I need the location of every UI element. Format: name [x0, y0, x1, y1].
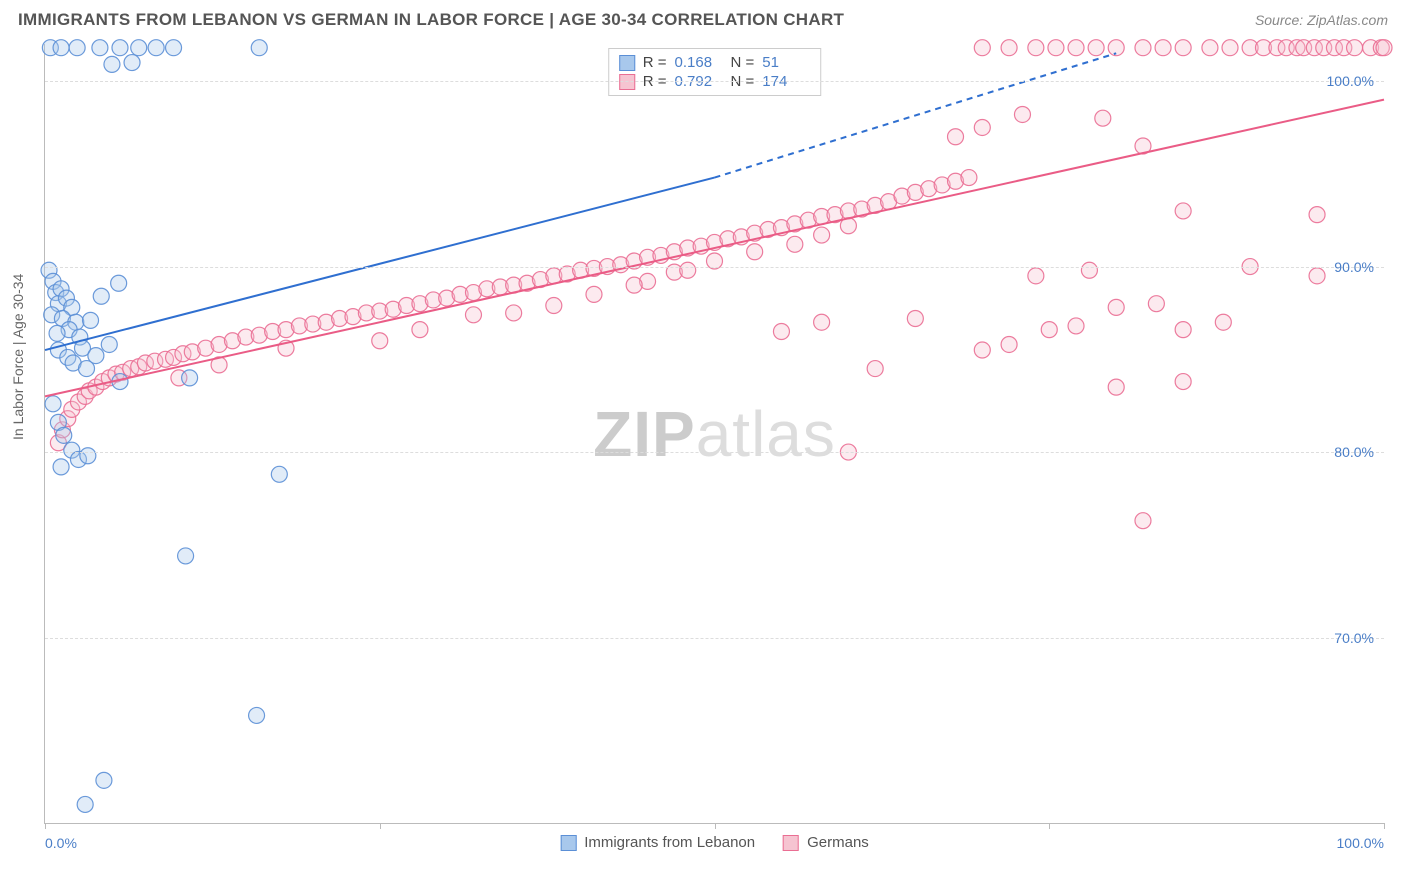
legend-item-lebanon: Immigrants from Lebanon: [560, 834, 755, 851]
x-tick: [380, 823, 381, 829]
y-axis-label: In Labor Force | Age 30-34: [10, 274, 26, 440]
y-tick-label: 80.0%: [1334, 444, 1374, 460]
x-tick: [45, 823, 46, 829]
y-tick-label: 100.0%: [1327, 73, 1374, 89]
plot-area: ZIPatlas R = 0.168 N = 51 R = 0.792 N = …: [44, 44, 1384, 824]
lebanon-n-value: 51: [762, 54, 810, 71]
gridline-h: [45, 267, 1384, 268]
swatch-lebanon: [619, 55, 635, 71]
y-tick-label: 70.0%: [1334, 630, 1374, 646]
x-tick: [1049, 823, 1050, 829]
y-tick-label: 90.0%: [1334, 259, 1374, 275]
plot-svg: [45, 44, 1384, 823]
x-tick-label: 0.0%: [45, 835, 77, 851]
n-label: N =: [731, 54, 755, 71]
swatch-german: [783, 835, 799, 851]
source-name: ZipAtlas.com: [1307, 12, 1388, 28]
legend-label-lebanon: Immigrants from Lebanon: [584, 834, 755, 851]
swatch-lebanon: [560, 835, 576, 851]
x-tick: [1384, 823, 1385, 829]
chart-header: IMMIGRANTS FROM LEBANON VS GERMAN IN LAB…: [0, 0, 1406, 36]
r-label: R =: [643, 54, 667, 71]
gridline-h: [45, 81, 1384, 82]
gridline-h: [45, 638, 1384, 639]
x-tick: [715, 823, 716, 829]
stats-row-lebanon: R = 0.168 N = 51: [619, 53, 811, 72]
source-attribution: Source: ZipAtlas.com: [1255, 12, 1388, 28]
gridline-h: [45, 452, 1384, 453]
chart-title: IMMIGRANTS FROM LEBANON VS GERMAN IN LAB…: [18, 10, 844, 30]
legend-label-german: Germans: [807, 834, 869, 851]
source-prefix: Source:: [1255, 12, 1307, 28]
x-tick-label: 100.0%: [1337, 835, 1384, 851]
lebanon-r-value: 0.168: [675, 54, 723, 71]
stats-legend: R = 0.168 N = 51 R = 0.792 N = 174: [608, 48, 822, 96]
series-legend: Immigrants from Lebanon Germans: [560, 834, 869, 851]
legend-item-german: Germans: [783, 834, 869, 851]
